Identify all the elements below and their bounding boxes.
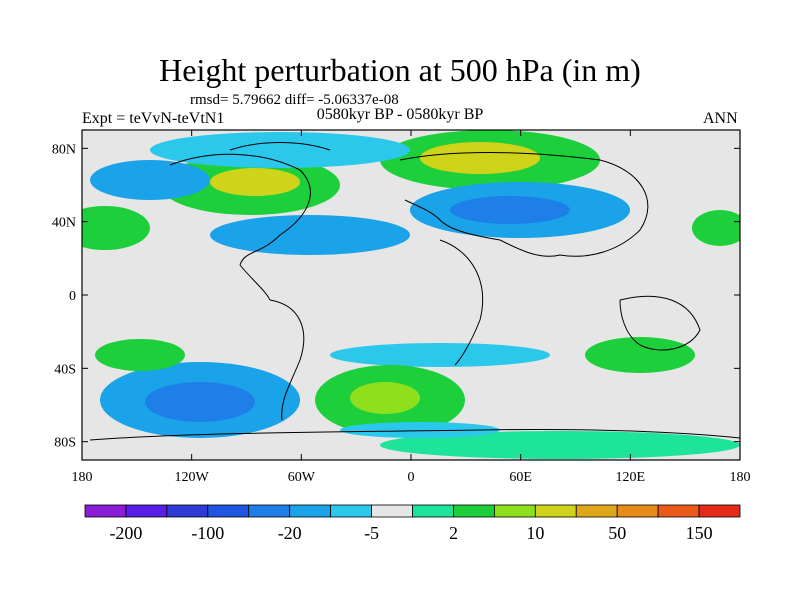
colorbar-swatch xyxy=(248,504,291,518)
colorbar-swatch xyxy=(698,504,741,518)
colorbar-swatch xyxy=(207,504,250,518)
positive-region-west-pacific xyxy=(692,210,740,246)
negative-region-arctic xyxy=(150,132,410,168)
lon-tick-label: 0 xyxy=(408,470,415,485)
period-label: 0580kyr BP - 0580kyr BP xyxy=(316,106,484,123)
lon-tick-label: 60E xyxy=(509,470,532,485)
colorbar-swatch xyxy=(166,504,209,518)
negative-band-antarctic xyxy=(340,422,500,438)
colorbar: -200 -100 -20 -5 2 10 50 150 xyxy=(84,504,741,543)
colorbar-label: 50 xyxy=(608,523,626,543)
colorbar-swatch xyxy=(371,504,413,518)
colorbar-label: -200 xyxy=(109,523,142,543)
negative-band-south-atlantic xyxy=(330,343,550,367)
colorbar-swatch xyxy=(657,504,700,518)
colorbar-swatch xyxy=(125,504,168,518)
map-title: Height perturbation at 500 hPa (in m) xyxy=(159,52,641,88)
colorbar-swatch xyxy=(493,504,536,518)
lon-tick-label: 120E xyxy=(616,470,646,485)
negative-region-atlantic xyxy=(210,215,410,255)
coastlines xyxy=(89,142,740,441)
negative-region-pacific xyxy=(90,160,210,200)
experiment-label: Expt = teVvN-teVtN1 xyxy=(82,110,225,127)
colorbar-swatch xyxy=(289,504,332,518)
lat-tick-label: 40S xyxy=(54,362,76,377)
colorbar-swatch xyxy=(534,504,577,518)
season-label: ANN xyxy=(703,110,738,127)
positive-core-south-atlantic xyxy=(350,382,420,414)
height-field xyxy=(82,130,740,459)
colorbar-label: 10 xyxy=(526,523,544,543)
positive-core-asia xyxy=(420,142,540,174)
lat-tick-label: 80S xyxy=(54,436,76,451)
colorbar-swatch xyxy=(453,504,495,518)
colorbar-swatch xyxy=(330,504,372,518)
colorbar-label: 2 xyxy=(449,523,458,543)
positive-band-antarctic xyxy=(380,431,740,459)
lat-tick-label: 40N xyxy=(52,216,76,231)
stats-line: rmsd= 5.79662 diff= -5.06337e-08 xyxy=(190,92,399,108)
colorbar-label: -100 xyxy=(191,523,224,543)
negative-core-south-pacific xyxy=(145,382,255,422)
colorbar-swatch xyxy=(616,504,659,518)
positive-region-north-pacific xyxy=(82,206,150,250)
colorbar-label: -5 xyxy=(364,523,379,543)
negative-core-europe xyxy=(450,196,570,224)
colorbar-label: 150 xyxy=(686,523,713,543)
positive-core-north-america xyxy=(210,168,300,196)
colorbar-swatch xyxy=(84,504,127,518)
positive-region-south-west-pacific xyxy=(95,339,185,371)
lon-tick-label: 120W xyxy=(175,470,210,485)
positive-region-indian-ocean xyxy=(585,337,695,373)
lon-tick-label: 180 xyxy=(72,470,93,485)
axis-ticks: 80N 40N 0 40S 80S 180 120W 60W 0 60E 120E 180 xyxy=(52,130,751,485)
colorbar-swatch xyxy=(412,504,454,518)
colorbar-swatch xyxy=(575,504,618,518)
lat-tick-label: 80N xyxy=(52,142,76,157)
lat-tick-label: 0 xyxy=(69,289,76,304)
lon-tick-label: 180 xyxy=(730,470,751,485)
colorbar-label: -20 xyxy=(278,523,302,543)
lon-tick-label: 60W xyxy=(288,470,316,485)
